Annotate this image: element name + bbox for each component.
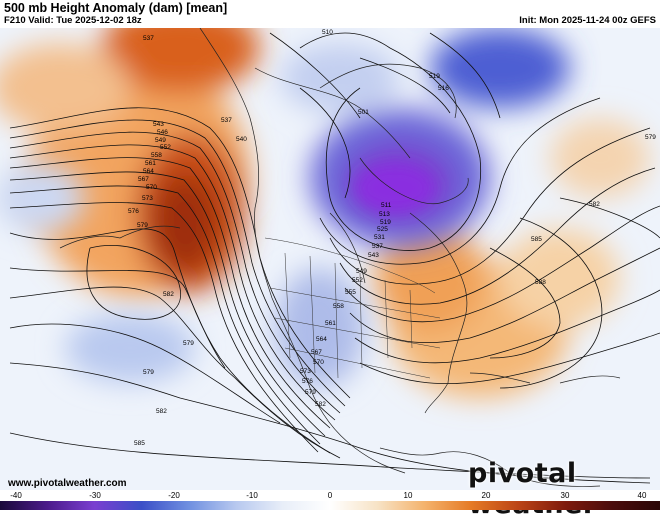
contour-label: 510 (322, 29, 333, 36)
contour-label: 531 (374, 234, 385, 241)
height-contours (9, 32, 660, 484)
init-time: Init: Mon 2025-11-24 00z GEFS (519, 15, 656, 26)
colorbar-tick: 30 (560, 491, 570, 500)
colorbar-tick: -20 (168, 491, 180, 500)
contour-label: 537 (143, 35, 154, 42)
contour-label: 579 (645, 134, 656, 141)
colorbar-tick: 0 (327, 491, 333, 500)
contour-label: 579 (143, 369, 154, 376)
contour-label: 582 (163, 291, 174, 298)
contour-label: 537 (221, 117, 232, 124)
contour-label: 564 (143, 168, 154, 175)
colorbar-tick: -30 (89, 491, 101, 500)
contour-label: 567 (311, 349, 322, 356)
contour-label: 558 (333, 303, 344, 310)
contour-label: 546 (157, 129, 168, 136)
contour-label: 576 (302, 378, 313, 385)
contour-label: 582 (315, 401, 326, 408)
contour-label: 552 (352, 277, 363, 284)
contour-label: 582 (156, 408, 167, 415)
contour-label: 558 (151, 152, 162, 159)
colorbar-tick: -10 (246, 491, 258, 500)
contour-label: 579 (183, 340, 194, 347)
contour-label: 519 (429, 73, 440, 80)
colorbar-tick: 40 (637, 491, 647, 500)
contour-label: 585 (531, 236, 542, 243)
header-bar: 500 mb Height Anomaly (dam) [mean] F210 … (0, 0, 660, 28)
contour-label: 573 (142, 195, 153, 202)
contour-label: 549 (356, 268, 367, 275)
contour-label: 525 (377, 226, 388, 233)
contour-label: 543 (153, 121, 164, 128)
contour-label: 561 (145, 160, 156, 167)
valid-time: F210 Valid: Tue 2025-12-02 18z (4, 15, 142, 26)
political-borders (264, 237, 441, 379)
contour-label: 582 (589, 201, 600, 208)
map-title: 500 mb Height Anomaly (dam) [mean] (4, 1, 228, 15)
contour-label: 511 (381, 202, 392, 209)
contour-label: 579 (137, 222, 148, 229)
colorbar-tick: 20 (481, 491, 491, 500)
coastlines (59, 28, 621, 487)
colorbar-tick: 10 (403, 491, 413, 500)
contour-label: 564 (316, 336, 327, 343)
contour-label: 585 (134, 440, 145, 447)
contour-label: 561 (325, 320, 336, 327)
contour-label: 567 (138, 176, 149, 183)
contour-label: 579 (305, 389, 316, 396)
contour-labels: 537 510 519 516 543 546 549 552 558 561 … (128, 29, 656, 447)
contour-label: 588 (535, 279, 546, 286)
contour-label: 573 (300, 368, 311, 375)
contour-label: 570 (313, 359, 324, 366)
colorbar-tick: -40 (10, 491, 22, 500)
contour-label: 513 (379, 211, 390, 218)
contour-label: 576 (128, 208, 139, 215)
contour-label: 537 (372, 243, 383, 250)
contour-label: 516 (438, 85, 449, 92)
brand-logo: pivotal weather (468, 458, 596, 520)
contour-label: 540 (236, 136, 247, 143)
site-url[interactable]: www.pivotalweather.com (8, 478, 127, 489)
contour-label: 552 (160, 144, 171, 151)
contour-label: 555 (345, 289, 356, 296)
colorbar-strip (0, 501, 660, 510)
contour-label: 570 (146, 184, 157, 191)
contour-label: 543 (368, 252, 379, 259)
contour-label: 519 (380, 219, 391, 226)
anomaly-map: 537 510 519 516 543 546 549 552 558 561 … (0, 28, 660, 490)
contour-label: 549 (155, 137, 166, 144)
map-panel: 537 510 519 516 543 546 549 552 558 561 … (0, 28, 660, 490)
contour-label: 501 (358, 109, 369, 116)
